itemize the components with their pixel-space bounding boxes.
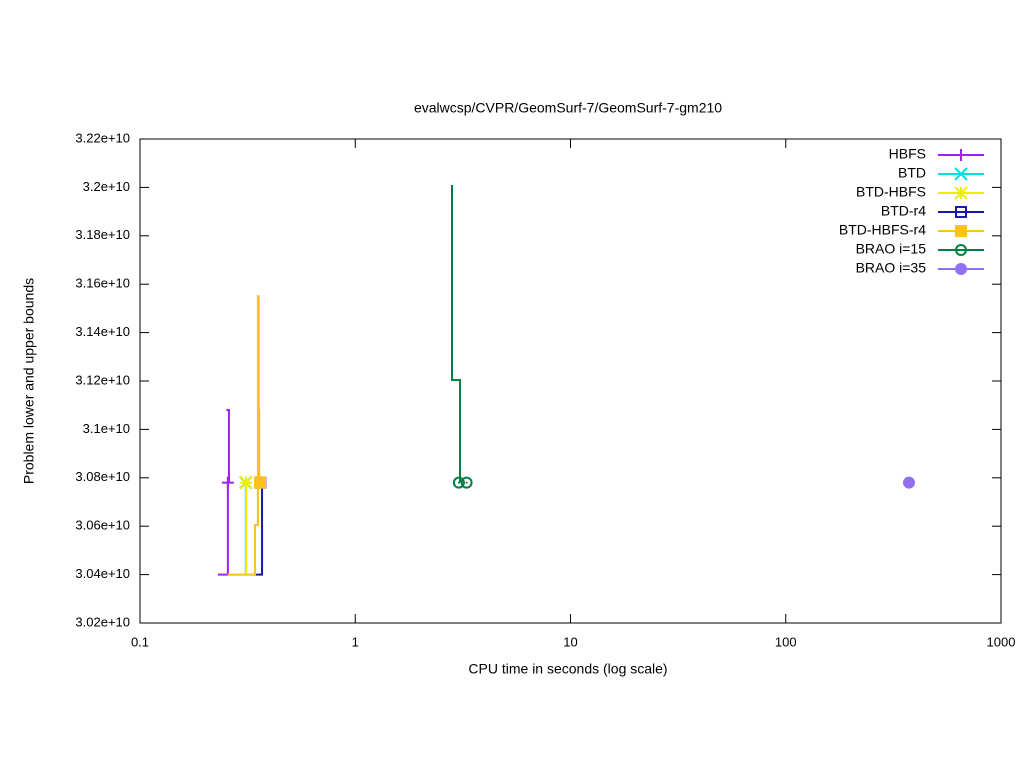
y-tick-label: 3.1e+10 [83,421,130,436]
marker [239,475,253,490]
marker-shape [452,476,465,489]
legend-label: BTD-r4 [881,203,926,219]
marker-stroke [954,186,968,200]
series-line [227,296,259,576]
marker [954,167,968,181]
y-tick-label: 3.04e+10 [75,566,130,581]
marker [954,186,968,200]
y-tick-label: 3.2e+10 [83,179,130,194]
marker [254,476,267,489]
legend-label: HBFS [889,146,926,162]
marker-dot [465,481,468,484]
marker-shape [955,263,967,275]
series-line [256,295,261,483]
y-tick-label: 3.18e+10 [75,227,130,242]
y-tick-label: 3.22e+10 [75,130,130,145]
marker [452,476,465,489]
marker [460,476,473,489]
legend-label: BRAO i=35 [856,260,927,276]
chart-title: evalwcsp/CVPR/GeomSurf-7/GeomSurf-7-gm21… [414,100,722,116]
marker [221,476,234,489]
marker [955,244,967,256]
y-tick-label: 3.14e+10 [75,324,130,339]
marker [955,206,967,218]
series-line [451,184,462,483]
marker-shape [254,476,267,489]
legend-label: BTD-HBFS [856,184,926,200]
marker [955,149,967,161]
x-tick-label: 1000 [987,634,1016,649]
marker-shape [955,244,967,256]
x-axis-label: CPU time in seconds (log scale) [468,661,667,677]
x-tick-label: 0.1 [131,634,149,649]
marker-dot [457,481,460,484]
y-tick-label: 3.06e+10 [75,518,130,533]
y-tick-label: 3.16e+10 [75,276,130,291]
y-tick-label: 3.08e+10 [75,469,130,484]
marker-stroke [954,167,968,181]
legend-label: BTD-HBFS-r4 [839,222,926,238]
marker-shape [955,206,967,218]
marker-shape [955,225,967,237]
legend-label: BTD [898,165,926,181]
x-tick-label: 1 [352,634,359,649]
series-line [226,409,230,483]
x-tick-label: 10 [563,634,577,649]
legend-label: BRAO i=15 [856,241,927,257]
y-tick-label: 3.02e+10 [75,614,130,629]
y-axis-label: Problem lower and upper bounds [21,278,37,484]
marker-dot [960,249,962,251]
x-tick-label: 100 [775,634,797,649]
marker [955,263,967,275]
marker [902,476,915,489]
y-tick-label: 3.12e+10 [75,372,130,387]
marker-stroke [239,475,253,490]
marker-shape [460,476,473,489]
marker [955,225,967,237]
marker-shape [902,476,915,489]
